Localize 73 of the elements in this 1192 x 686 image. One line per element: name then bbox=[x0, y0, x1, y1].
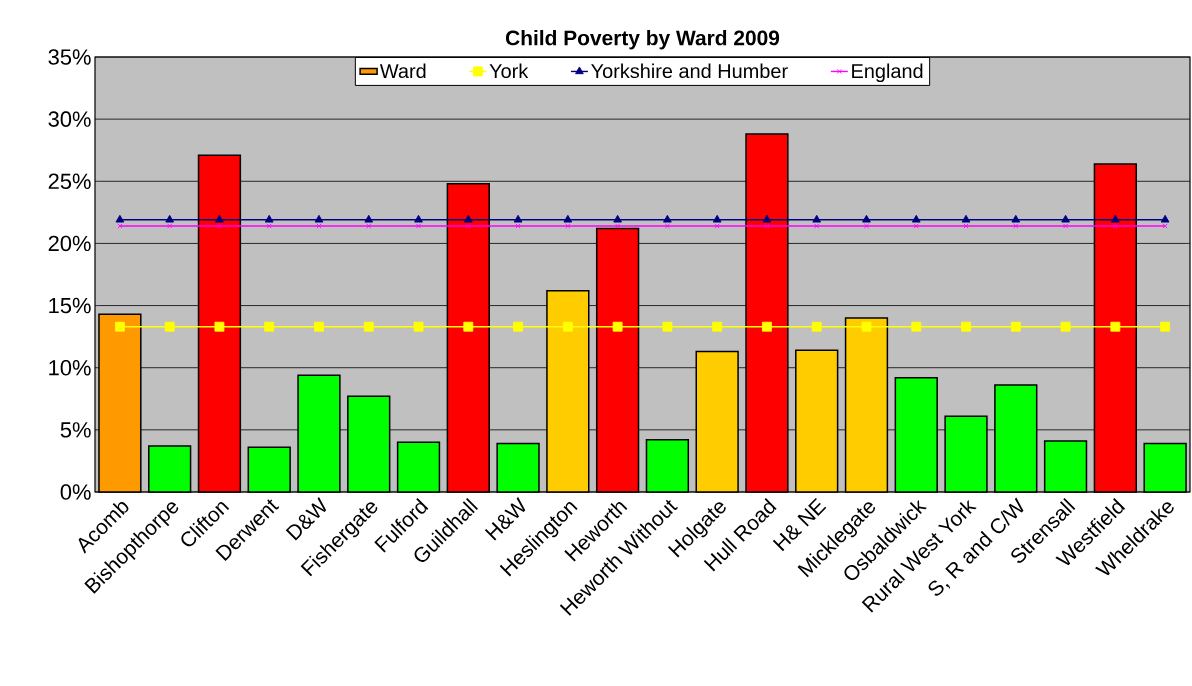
point bbox=[114, 321, 125, 332]
point bbox=[562, 321, 573, 332]
y-tick-label: 5% bbox=[60, 422, 91, 438]
point bbox=[812, 214, 822, 223]
point bbox=[1060, 321, 1071, 332]
point bbox=[814, 223, 820, 229]
point bbox=[214, 321, 225, 332]
point bbox=[264, 214, 274, 223]
point bbox=[664, 223, 670, 229]
point bbox=[314, 321, 324, 332]
point bbox=[314, 214, 324, 223]
point bbox=[811, 321, 822, 332]
point bbox=[565, 223, 571, 229]
point bbox=[911, 214, 921, 223]
point bbox=[961, 214, 971, 223]
point bbox=[762, 321, 772, 332]
point bbox=[712, 214, 722, 223]
point bbox=[714, 223, 720, 229]
point bbox=[1160, 214, 1170, 223]
point bbox=[513, 321, 523, 332]
point bbox=[164, 321, 175, 332]
y-tick-label: 10% bbox=[49, 359, 91, 376]
y-tick-label: 15% bbox=[49, 297, 91, 314]
point bbox=[913, 223, 919, 229]
point bbox=[215, 214, 224, 223]
legend-label: England bbox=[852, 63, 923, 83]
point bbox=[465, 223, 471, 229]
point bbox=[266, 223, 272, 229]
y-tick-label: 20% bbox=[48, 235, 91, 252]
point bbox=[513, 214, 523, 223]
legend-label: York bbox=[489, 63, 529, 79]
point bbox=[762, 214, 772, 223]
point bbox=[363, 321, 374, 332]
point bbox=[463, 214, 473, 223]
point bbox=[1110, 321, 1121, 332]
point bbox=[414, 214, 423, 223]
point bbox=[1011, 214, 1021, 223]
point bbox=[364, 214, 374, 223]
point bbox=[1010, 321, 1021, 332]
point bbox=[413, 321, 424, 332]
point bbox=[663, 214, 672, 223]
point bbox=[764, 223, 770, 229]
chart-title: Child Poverty by Ward 2009 bbox=[505, 30, 780, 50]
point bbox=[612, 321, 623, 332]
point bbox=[1160, 321, 1171, 332]
point bbox=[167, 223, 173, 229]
point bbox=[115, 214, 125, 223]
point bbox=[117, 223, 123, 229]
point bbox=[911, 321, 922, 332]
point bbox=[165, 214, 174, 223]
point bbox=[515, 223, 521, 229]
point bbox=[662, 321, 673, 332]
point bbox=[613, 214, 622, 223]
point bbox=[366, 223, 372, 229]
point bbox=[415, 223, 422, 229]
point bbox=[264, 321, 275, 332]
point bbox=[863, 223, 870, 229]
legend-label: Ward bbox=[379, 63, 426, 79]
y-tick-label: 0% bbox=[60, 484, 91, 500]
y-tick-label: 30% bbox=[48, 111, 91, 127]
point bbox=[563, 214, 573, 223]
point bbox=[712, 321, 723, 332]
legend-label: Yorkshire and Humber bbox=[591, 63, 788, 79]
point bbox=[861, 321, 872, 332]
point bbox=[1111, 214, 1120, 223]
y-tick-label: 35% bbox=[48, 49, 91, 65]
point bbox=[961, 321, 971, 332]
point bbox=[463, 321, 474, 332]
point bbox=[216, 223, 222, 229]
point bbox=[1061, 214, 1070, 223]
point bbox=[862, 214, 871, 223]
point bbox=[615, 223, 621, 229]
y-tick-label: 25% bbox=[48, 173, 91, 190]
